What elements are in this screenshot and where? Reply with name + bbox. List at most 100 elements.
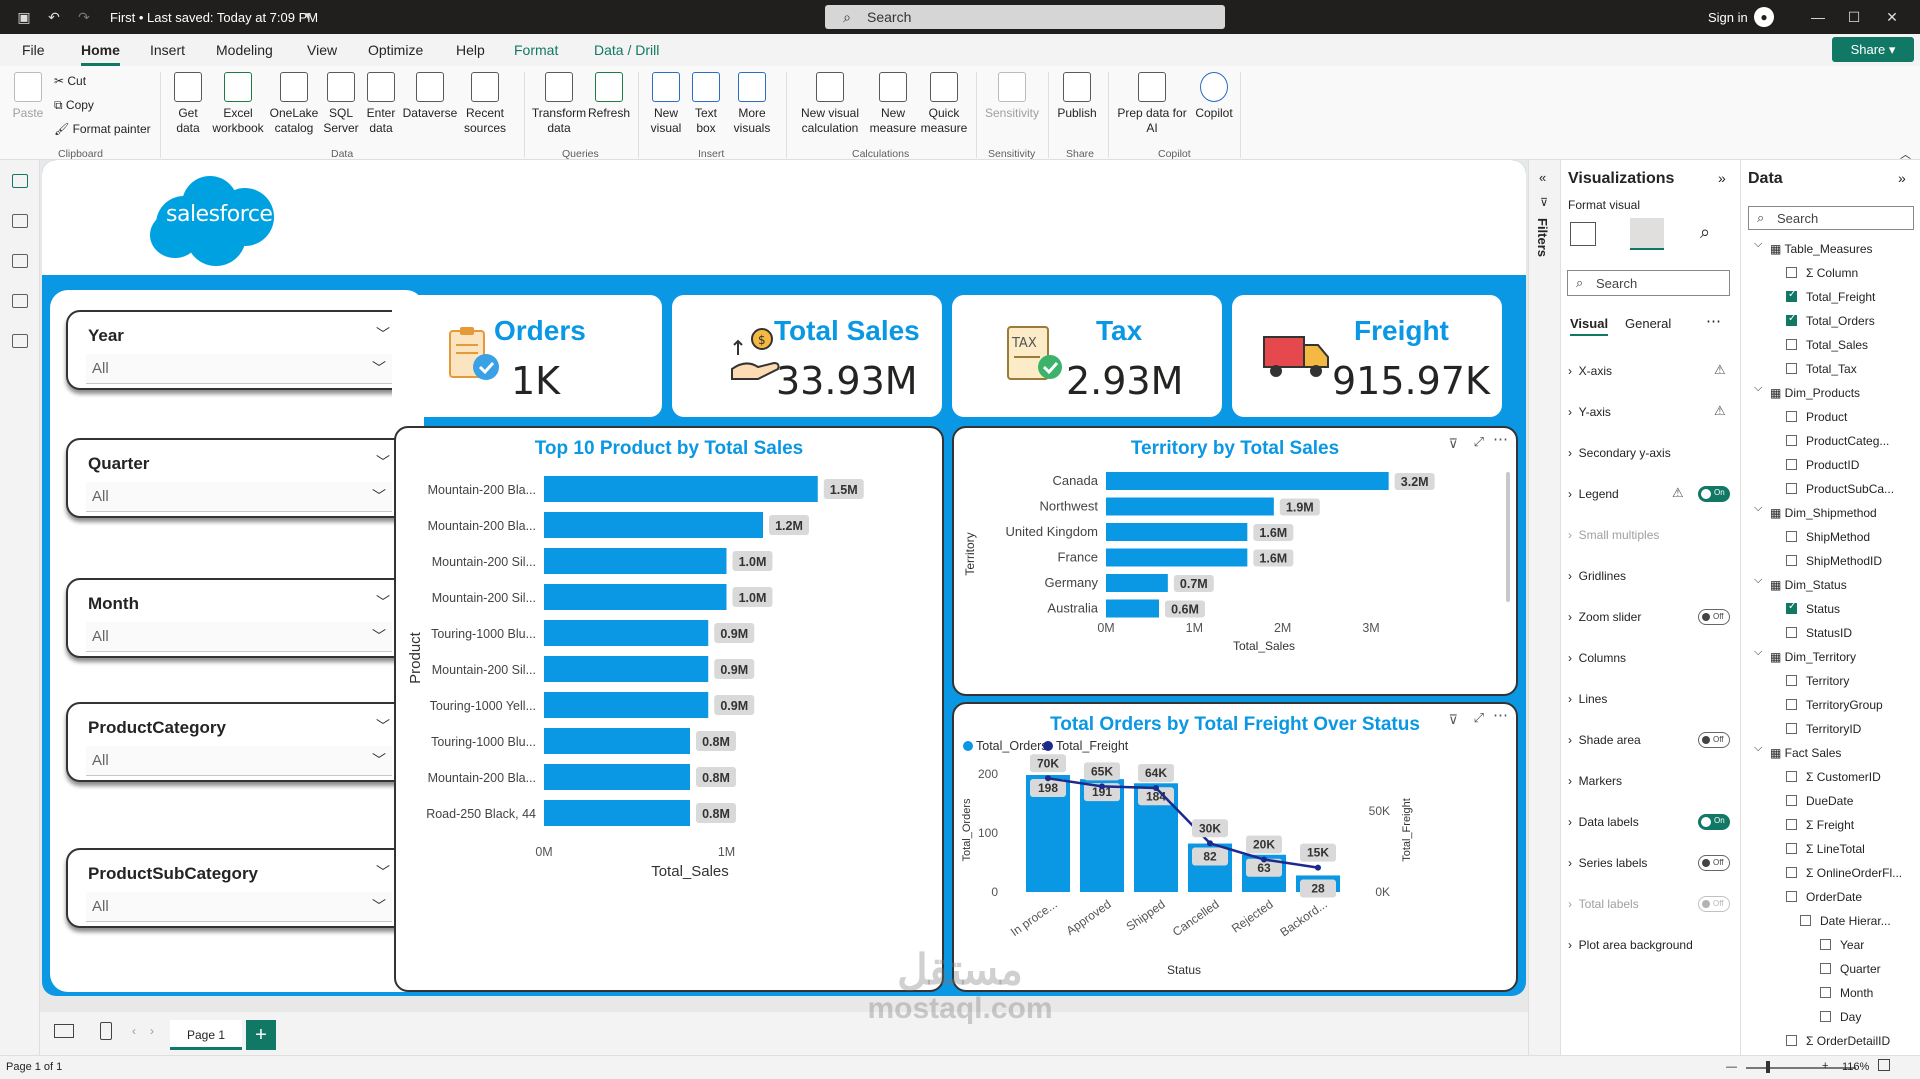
toggle-switch[interactable]: Off bbox=[1698, 609, 1730, 625]
fit-to-page-icon[interactable] bbox=[1878, 1059, 1890, 1071]
tab-help[interactable]: Help bbox=[456, 42, 485, 58]
slicer-dropdown[interactable]: All ﹀ bbox=[86, 746, 392, 776]
viz-search-input[interactable]: ⌕ Search bbox=[1567, 270, 1730, 296]
field-checkbox[interactable] bbox=[1820, 987, 1831, 998]
format-section-small-multiples[interactable]: › Small multiples bbox=[1568, 528, 1659, 542]
kpi-orders[interactable]: Orders 1K bbox=[392, 295, 662, 417]
tab-view[interactable]: View bbox=[307, 42, 338, 58]
sql-server-button[interactable]: SQL Server bbox=[322, 72, 360, 136]
field-checkbox[interactable] bbox=[1786, 819, 1797, 830]
format-section-y-axis[interactable]: › Y-axis bbox=[1568, 405, 1611, 419]
enter-data-button[interactable]: Enter data bbox=[362, 72, 400, 136]
slicer-dropdown[interactable]: All ﹀ bbox=[86, 482, 392, 512]
field-checkbox[interactable] bbox=[1786, 891, 1797, 902]
format-section-secondary-y-axis[interactable]: › Secondary y-axis bbox=[1568, 446, 1671, 460]
field-checkbox[interactable] bbox=[1820, 939, 1831, 950]
field-checkbox[interactable] bbox=[1786, 723, 1797, 734]
prep-data-for-ai-button[interactable]: Prep data for AI bbox=[1114, 72, 1190, 136]
format-section-legend[interactable]: › Legend bbox=[1568, 487, 1619, 501]
field-item[interactable]: Status bbox=[1806, 602, 1840, 616]
format-section-data-labels[interactable]: › Data labels bbox=[1568, 815, 1639, 829]
tab-optimize[interactable]: Optimize bbox=[368, 42, 424, 58]
tmdl-view-icon[interactable] bbox=[12, 334, 28, 348]
filter-icon[interactable]: ⊽ bbox=[1448, 712, 1458, 727]
desktop-layout-icon[interactable] bbox=[54, 1024, 74, 1038]
sign-in-link[interactable]: Sign in bbox=[1708, 10, 1748, 25]
product-category-slicer[interactable]: ProductCategory ﹀ All ﹀ bbox=[66, 702, 412, 782]
field-checkbox[interactable] bbox=[1786, 867, 1797, 878]
field-item[interactable]: ProductID bbox=[1806, 458, 1859, 472]
field-checkbox[interactable] bbox=[1786, 339, 1797, 350]
field-item[interactable]: ProductCateg... bbox=[1806, 434, 1889, 448]
paste-button[interactable]: Paste bbox=[10, 72, 46, 121]
toggle-switch[interactable]: On bbox=[1698, 486, 1730, 502]
top-products-chart[interactable]: Top 10 Product by Total Sales Mountain-2… bbox=[394, 426, 944, 992]
close-icon[interactable]: ✕ bbox=[1886, 9, 1898, 25]
field-checkbox[interactable] bbox=[1786, 555, 1797, 566]
chevron-down-icon[interactable]: ﹀ bbox=[376, 718, 390, 734]
undo-icon[interactable]: ↶ bbox=[48, 9, 60, 25]
slicer-dropdown[interactable]: All ﹀ bbox=[86, 622, 392, 652]
publish-button[interactable]: Publish bbox=[1054, 72, 1100, 121]
field-item[interactable]: Total_Orders bbox=[1806, 314, 1875, 328]
onelake-catalog-button[interactable]: OneLake catalog bbox=[268, 72, 320, 136]
analytics-icon[interactable]: ⌕ bbox=[1700, 222, 1711, 242]
build-visual-icon[interactable] bbox=[1570, 222, 1596, 246]
month-slicer[interactable]: Month ﹀ All ﹀ bbox=[66, 578, 412, 658]
table-view-icon[interactable] bbox=[12, 214, 28, 228]
field-item[interactable]: TerritoryGroup bbox=[1806, 698, 1883, 712]
format-section-total-labels[interactable]: › Total labels bbox=[1568, 897, 1639, 911]
expand-filters-icon[interactable]: « bbox=[1539, 170, 1547, 185]
field-item[interactable]: Σ OrderDetailID bbox=[1806, 1034, 1890, 1048]
collapse-ribbon-icon[interactable]: ︿ bbox=[1900, 149, 1911, 161]
filters-label[interactable]: Filters bbox=[1535, 218, 1550, 258]
add-page-button[interactable]: + bbox=[246, 1020, 276, 1050]
kpi-total-sales[interactable]: $ Total Sales 33.93M bbox=[672, 295, 942, 417]
focus-mode-icon[interactable]: ⤢ bbox=[1473, 710, 1484, 725]
tab-visual[interactable]: Visual bbox=[1570, 316, 1609, 336]
sensitivity-button[interactable]: Sensitivity bbox=[982, 72, 1042, 121]
page-tab-1[interactable]: Page 1 bbox=[170, 1020, 242, 1050]
chevron-down-icon[interactable]: ⌵ bbox=[1754, 574, 1763, 586]
next-page-icon[interactable]: › bbox=[150, 1024, 154, 1038]
tab-file[interactable]: File bbox=[22, 42, 45, 58]
table-item[interactable]: ▦ Dim_Products bbox=[1770, 386, 1860, 400]
model-view-icon[interactable] bbox=[12, 254, 28, 268]
field-item[interactable]: Total_Sales bbox=[1806, 338, 1868, 352]
field-checkbox[interactable] bbox=[1786, 459, 1797, 470]
minimize-icon[interactable]: — bbox=[1811, 9, 1825, 25]
maximize-icon[interactable]: ☐ bbox=[1847, 9, 1861, 25]
copilot-button[interactable]: Copilot bbox=[1190, 72, 1238, 121]
field-checkbox[interactable] bbox=[1786, 289, 1797, 302]
year-slicer[interactable]: Year ﹀ All ﹀ bbox=[66, 310, 412, 390]
kpi-freight[interactable]: Freight 915.97K bbox=[1232, 295, 1502, 417]
table-item[interactable]: ▦ Fact Sales bbox=[1770, 746, 1841, 760]
prev-page-icon[interactable]: ‹ bbox=[132, 1024, 136, 1038]
field-item[interactable]: Month bbox=[1840, 986, 1873, 1000]
format-section-lines[interactable]: › Lines bbox=[1568, 692, 1607, 706]
format-section-gridlines[interactable]: › Gridlines bbox=[1568, 569, 1626, 583]
field-item[interactable]: OrderDate bbox=[1806, 890, 1862, 904]
field-checkbox[interactable] bbox=[1786, 313, 1797, 326]
zoom-slider[interactable] bbox=[1746, 1067, 1856, 1069]
tab-general[interactable]: General bbox=[1625, 316, 1672, 331]
tab-home[interactable]: Home bbox=[81, 42, 120, 66]
refresh-button[interactable]: Refresh bbox=[588, 72, 630, 121]
mobile-layout-icon[interactable] bbox=[100, 1022, 112, 1040]
format-section-plot-area-background[interactable]: › Plot area background bbox=[1568, 938, 1693, 952]
quarter-slicer[interactable]: Quarter ﹀ All ﹀ bbox=[66, 438, 412, 518]
format-section-x-axis[interactable]: › X-axis bbox=[1568, 364, 1612, 378]
field-item[interactable]: ProductSubCa... bbox=[1806, 482, 1894, 496]
new-visual-button[interactable]: New visual bbox=[646, 72, 686, 136]
tab-insert[interactable]: Insert bbox=[150, 42, 186, 58]
copy-button[interactable]: ⧉ Copy bbox=[54, 98, 94, 113]
format-section-zoom-slider[interactable]: › Zoom slider bbox=[1568, 610, 1641, 624]
field-checkbox[interactable] bbox=[1786, 627, 1797, 638]
slicer-dropdown[interactable]: All ﹀ bbox=[86, 354, 392, 384]
collapse-pane-icon[interactable]: » bbox=[1718, 170, 1726, 186]
toggle-switch[interactable]: Off bbox=[1698, 855, 1730, 871]
chevron-down-icon[interactable]: ⌵ bbox=[1754, 238, 1763, 250]
field-checkbox[interactable] bbox=[1786, 771, 1797, 782]
field-checkbox[interactable] bbox=[1786, 699, 1797, 710]
zoom-slider-thumb[interactable] bbox=[1766, 1061, 1770, 1073]
